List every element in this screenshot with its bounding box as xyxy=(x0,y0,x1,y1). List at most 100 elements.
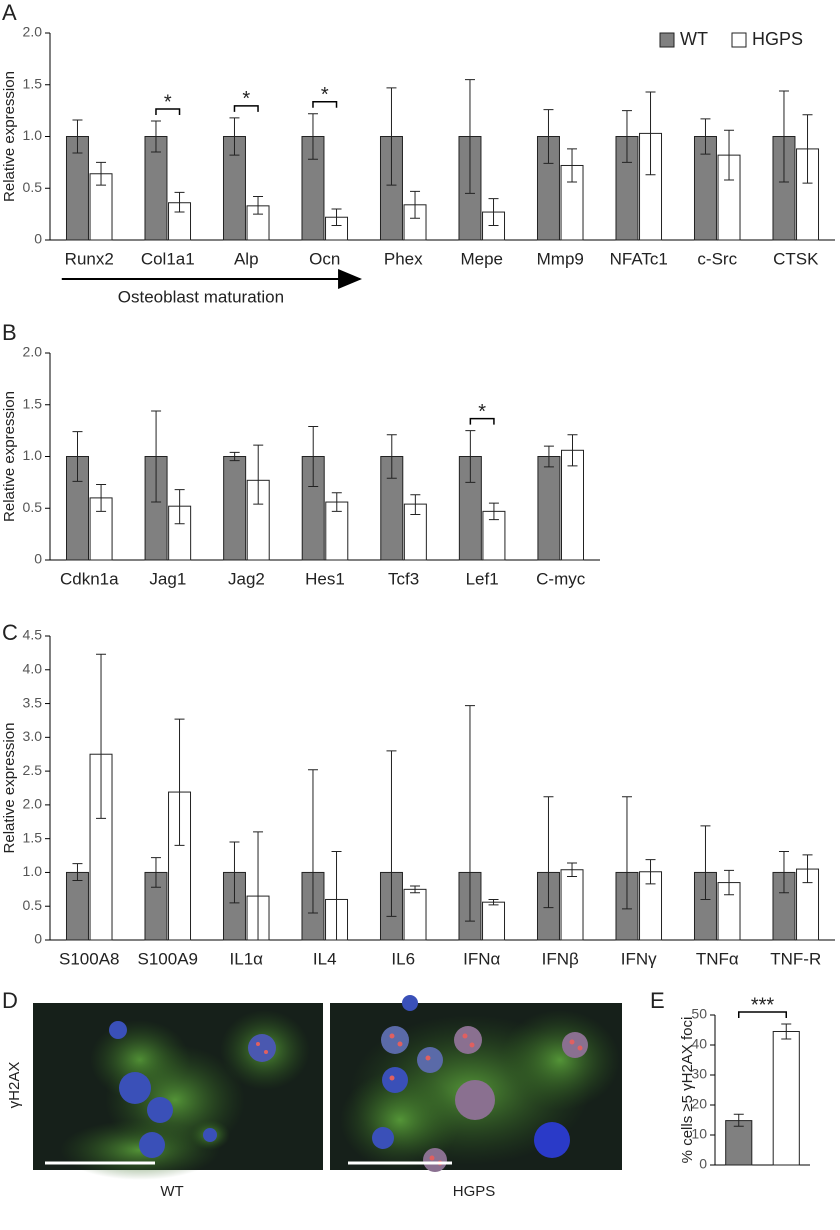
significance-label: * xyxy=(478,401,486,423)
legend-label: WT xyxy=(680,29,708,49)
error-bar xyxy=(645,859,656,885)
y-tick-label: 2.0 xyxy=(23,344,43,360)
y-tick-label: 0 xyxy=(34,551,42,567)
y-tick-label: 0.5 xyxy=(23,499,43,515)
x-tick-label: IL6 xyxy=(391,949,415,968)
y-tick-label: 1.0 xyxy=(23,447,43,463)
x-tick-label: Phex xyxy=(384,249,423,268)
error-bar xyxy=(488,898,499,906)
error-bar xyxy=(253,196,264,215)
error-bar xyxy=(151,410,162,503)
error-bar xyxy=(567,148,578,183)
y-tick-label: 2.5 xyxy=(23,762,43,778)
x-tick-label: S100A9 xyxy=(138,949,199,968)
image-label: WT xyxy=(160,1183,183,1200)
error-bar xyxy=(72,431,83,482)
error-bar xyxy=(386,750,397,917)
y-tick-label: 0 xyxy=(34,231,42,247)
x-tick-label: IFNγ xyxy=(621,949,657,968)
y-tick-label: 0.5 xyxy=(23,897,43,913)
error-bar xyxy=(307,113,318,160)
error-bar xyxy=(229,117,240,156)
y-tick-label: 1.5 xyxy=(23,75,43,91)
y-tick-label: 0.5 xyxy=(23,179,43,195)
bar xyxy=(482,901,506,941)
error-bar xyxy=(465,430,476,483)
error-bar xyxy=(150,120,161,153)
error-bar xyxy=(253,444,264,505)
error-bar xyxy=(621,796,632,910)
x-tick-label: Jag1 xyxy=(149,569,186,588)
x-tick-label: S100A8 xyxy=(59,949,120,968)
error-bar xyxy=(174,191,185,213)
panel-letter: C xyxy=(2,620,18,645)
x-tick-label: TNF-R xyxy=(770,949,821,968)
x-tick-label: IFNβ xyxy=(542,949,579,968)
bar xyxy=(223,456,247,561)
y-axis-label: Relative expression xyxy=(1,391,18,522)
error-bar xyxy=(96,483,107,512)
error-bar xyxy=(778,90,789,183)
x-tick-label: NFATc1 xyxy=(610,249,668,268)
y-tick-label: 1.0 xyxy=(23,127,43,143)
error-bar xyxy=(72,863,83,882)
error-bar xyxy=(150,857,161,888)
error-bar xyxy=(700,825,711,900)
error-bar xyxy=(488,198,499,227)
y-tick-label: 0 xyxy=(699,1156,707,1172)
y-tick-label: 3.0 xyxy=(23,728,43,744)
y-tick-label: 50 xyxy=(691,1006,707,1022)
error-bar xyxy=(307,769,318,914)
bar xyxy=(560,869,584,941)
y-tick-label: 40 xyxy=(691,1036,707,1052)
significance-bracket xyxy=(469,417,495,425)
panel-letter: B xyxy=(2,320,17,345)
bar xyxy=(65,871,89,941)
x-tick-label: Jag2 xyxy=(228,569,265,588)
y-axis-label: Relative expression xyxy=(1,71,18,202)
error-bar xyxy=(543,796,554,909)
error-bar xyxy=(464,79,475,194)
error-bar xyxy=(543,445,554,468)
legend-label: HGPS xyxy=(752,29,803,49)
error-bar xyxy=(331,492,342,512)
significance-bracket xyxy=(738,1011,787,1018)
y-tick-label: 2.0 xyxy=(23,24,43,40)
error-bar xyxy=(331,208,342,227)
x-tick-label: Cdkn1a xyxy=(60,569,119,588)
x-tick-label: IL4 xyxy=(313,949,337,968)
error-bar xyxy=(543,109,554,164)
error-bar xyxy=(229,841,240,904)
y-tick-label: 30 xyxy=(691,1066,707,1082)
error-bar xyxy=(386,87,397,186)
error-bar xyxy=(410,494,421,515)
error-bar xyxy=(488,502,499,521)
error-bar xyxy=(96,653,107,819)
y-tick-label: 4.5 xyxy=(23,627,43,643)
x-tick-label: CTSK xyxy=(773,249,819,268)
arrow-label: Osteoblast maturation xyxy=(118,287,284,306)
micrograph-wt xyxy=(33,1003,323,1180)
y-tick-label: 1.5 xyxy=(23,395,43,411)
x-tick-label: Col1a1 xyxy=(141,249,195,268)
y-tick-label: 2.0 xyxy=(23,796,43,812)
significance-label: * xyxy=(242,88,250,110)
error-bar xyxy=(410,190,421,219)
error-bar xyxy=(331,851,342,941)
x-tick-label: Runx2 xyxy=(65,249,114,268)
error-bar xyxy=(802,854,813,884)
error-bar xyxy=(567,862,578,877)
legend-swatch xyxy=(731,32,747,48)
x-tick-label: TNFα xyxy=(696,949,739,968)
panel-letter: A xyxy=(2,0,17,25)
x-tick-label: C-myc xyxy=(536,569,586,588)
y-tick-label: 3.5 xyxy=(23,694,43,710)
error-bar xyxy=(645,91,656,176)
error-bar xyxy=(733,1113,744,1127)
error-bar xyxy=(410,885,421,894)
y-tick-label: 4.0 xyxy=(23,660,43,676)
error-bar xyxy=(802,114,813,184)
panel-letter: E xyxy=(650,988,665,1013)
